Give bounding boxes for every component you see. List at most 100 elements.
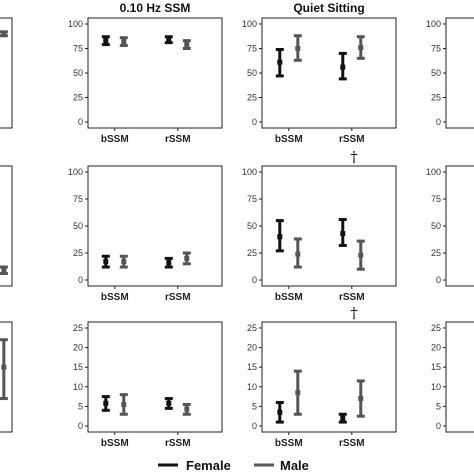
x-category-label: bSSM	[275, 134, 303, 145]
errorbar-point	[103, 259, 109, 265]
errorbar-point	[103, 38, 109, 44]
errorbar-male	[0, 30, 8, 38]
errorbar-female	[101, 254, 110, 269]
y-tick-label: 15	[431, 362, 441, 372]
significance-dagger: †	[350, 304, 358, 322]
x-category-label: bSSM	[275, 292, 303, 303]
y-tick-label: 0	[252, 421, 257, 431]
y-tick-label: 100	[426, 167, 441, 177]
panel-frame	[0, 17, 13, 129]
y-tick-label: 0	[78, 117, 83, 127]
panel-r1-c1: 0 25 50 75 100 bSSM rSSM	[68, 165, 223, 303]
errorbar-point	[340, 415, 346, 421]
panel-r2-c1: 0 5 10 15 20 25 bSSM rSSM	[73, 321, 223, 449]
panel-r1-c0: M	[0, 165, 13, 287]
errorbar-male	[182, 402, 191, 416]
errorbar-point	[295, 390, 301, 396]
errorbar-female	[275, 219, 284, 253]
errorbar-male	[356, 35, 365, 60]
panel-frame	[87, 17, 223, 129]
y-tick-label: 50	[247, 221, 257, 231]
y-tick-label: 75	[247, 44, 257, 54]
errorbar-point	[358, 396, 364, 402]
errorbar-point	[184, 406, 190, 412]
x-category-label: rSSM	[339, 438, 365, 449]
x-category-label: bSSM	[101, 438, 129, 449]
y-tick-label: 25	[247, 93, 257, 103]
y-tick-label: 20	[431, 343, 441, 353]
panel-r0-c0: M	[0, 17, 13, 129]
y-tick-label: 100	[242, 19, 257, 29]
errorbar-point	[166, 37, 172, 43]
errorbar-point	[277, 409, 283, 415]
errorbar-female	[164, 256, 173, 269]
y-tick-label: 0	[252, 117, 257, 127]
errorbar-point	[358, 45, 364, 51]
y-tick-label: 5	[78, 401, 83, 411]
errorbar-female	[164, 35, 173, 45]
x-category-label: rSSM	[339, 134, 365, 145]
panel-r2-c0: M	[0, 321, 13, 433]
errorbar-point	[277, 234, 283, 240]
y-tick-label: 0	[78, 275, 83, 285]
y-tick-label: 10	[431, 382, 441, 392]
panel-r2-c3: 0 5 10 15 20 25	[431, 321, 474, 433]
panel-frame	[0, 165, 13, 287]
panel-frame	[261, 17, 397, 129]
y-tick-label: 5	[436, 401, 441, 411]
errorbar-point	[1, 364, 7, 370]
y-tick-label: 25	[73, 248, 83, 258]
y-tick-label: 100	[242, 167, 257, 177]
y-tick-label: 20	[247, 343, 257, 353]
errorbar-male	[119, 393, 128, 416]
panel-r0-c3: 0 25 50 75 100	[426, 17, 474, 129]
errorbar-male	[293, 34, 302, 62]
legend-label-female: Female	[186, 458, 231, 473]
errorbar-point	[340, 64, 346, 70]
y-tick-label: 0	[78, 421, 83, 431]
y-tick-label: 25	[73, 323, 83, 333]
legend-label-male: Male	[280, 458, 309, 473]
y-tick-label: 15	[247, 362, 257, 372]
panel-frame	[261, 165, 397, 287]
y-tick-label: 75	[431, 44, 441, 54]
errorbar-female	[338, 218, 347, 247]
errorbar-male	[182, 39, 191, 50]
errorbar-point	[184, 42, 190, 48]
y-tick-label: 0	[252, 275, 257, 285]
y-tick-label: 0	[436, 421, 441, 431]
panel-frame	[0, 321, 13, 433]
y-tick-label: 50	[247, 68, 257, 78]
errorbar-point	[295, 251, 301, 257]
panel-r0-c1: 0 25 50 75 100 bSSM rSSM	[68, 17, 223, 145]
errorbar-male	[0, 338, 8, 401]
y-tick-label: 50	[431, 68, 441, 78]
errorbar-female	[275, 400, 284, 424]
errorbar-male	[293, 369, 302, 416]
panel-frame	[445, 17, 474, 129]
errorbar-male	[182, 251, 191, 266]
y-tick-label: 15	[73, 362, 83, 372]
panel-r2-c2: 0 5 10 15 20 25 bSSM rSSM †	[247, 304, 397, 449]
y-tick-label: 100	[68, 19, 83, 29]
errorbar-point	[166, 260, 172, 266]
x-category-label: rSSM	[165, 438, 191, 449]
panel-frame	[445, 321, 474, 433]
errorbar-point	[121, 401, 127, 407]
errorbar-point	[1, 31, 7, 37]
errorbar-male	[119, 254, 128, 269]
y-tick-label: 10	[247, 382, 257, 392]
errorbar-male	[293, 237, 302, 269]
errorbar-male	[119, 36, 128, 48]
errorbar-point	[121, 39, 127, 45]
errorbar-female	[101, 35, 110, 47]
errorbar-male	[356, 239, 365, 271]
y-tick-label: 25	[247, 323, 257, 333]
errorbar-point	[1, 267, 7, 273]
panel-frame	[445, 165, 474, 287]
errorbar-point	[166, 400, 172, 406]
legend: Female Male	[158, 458, 309, 473]
y-tick-label: 25	[431, 93, 441, 103]
